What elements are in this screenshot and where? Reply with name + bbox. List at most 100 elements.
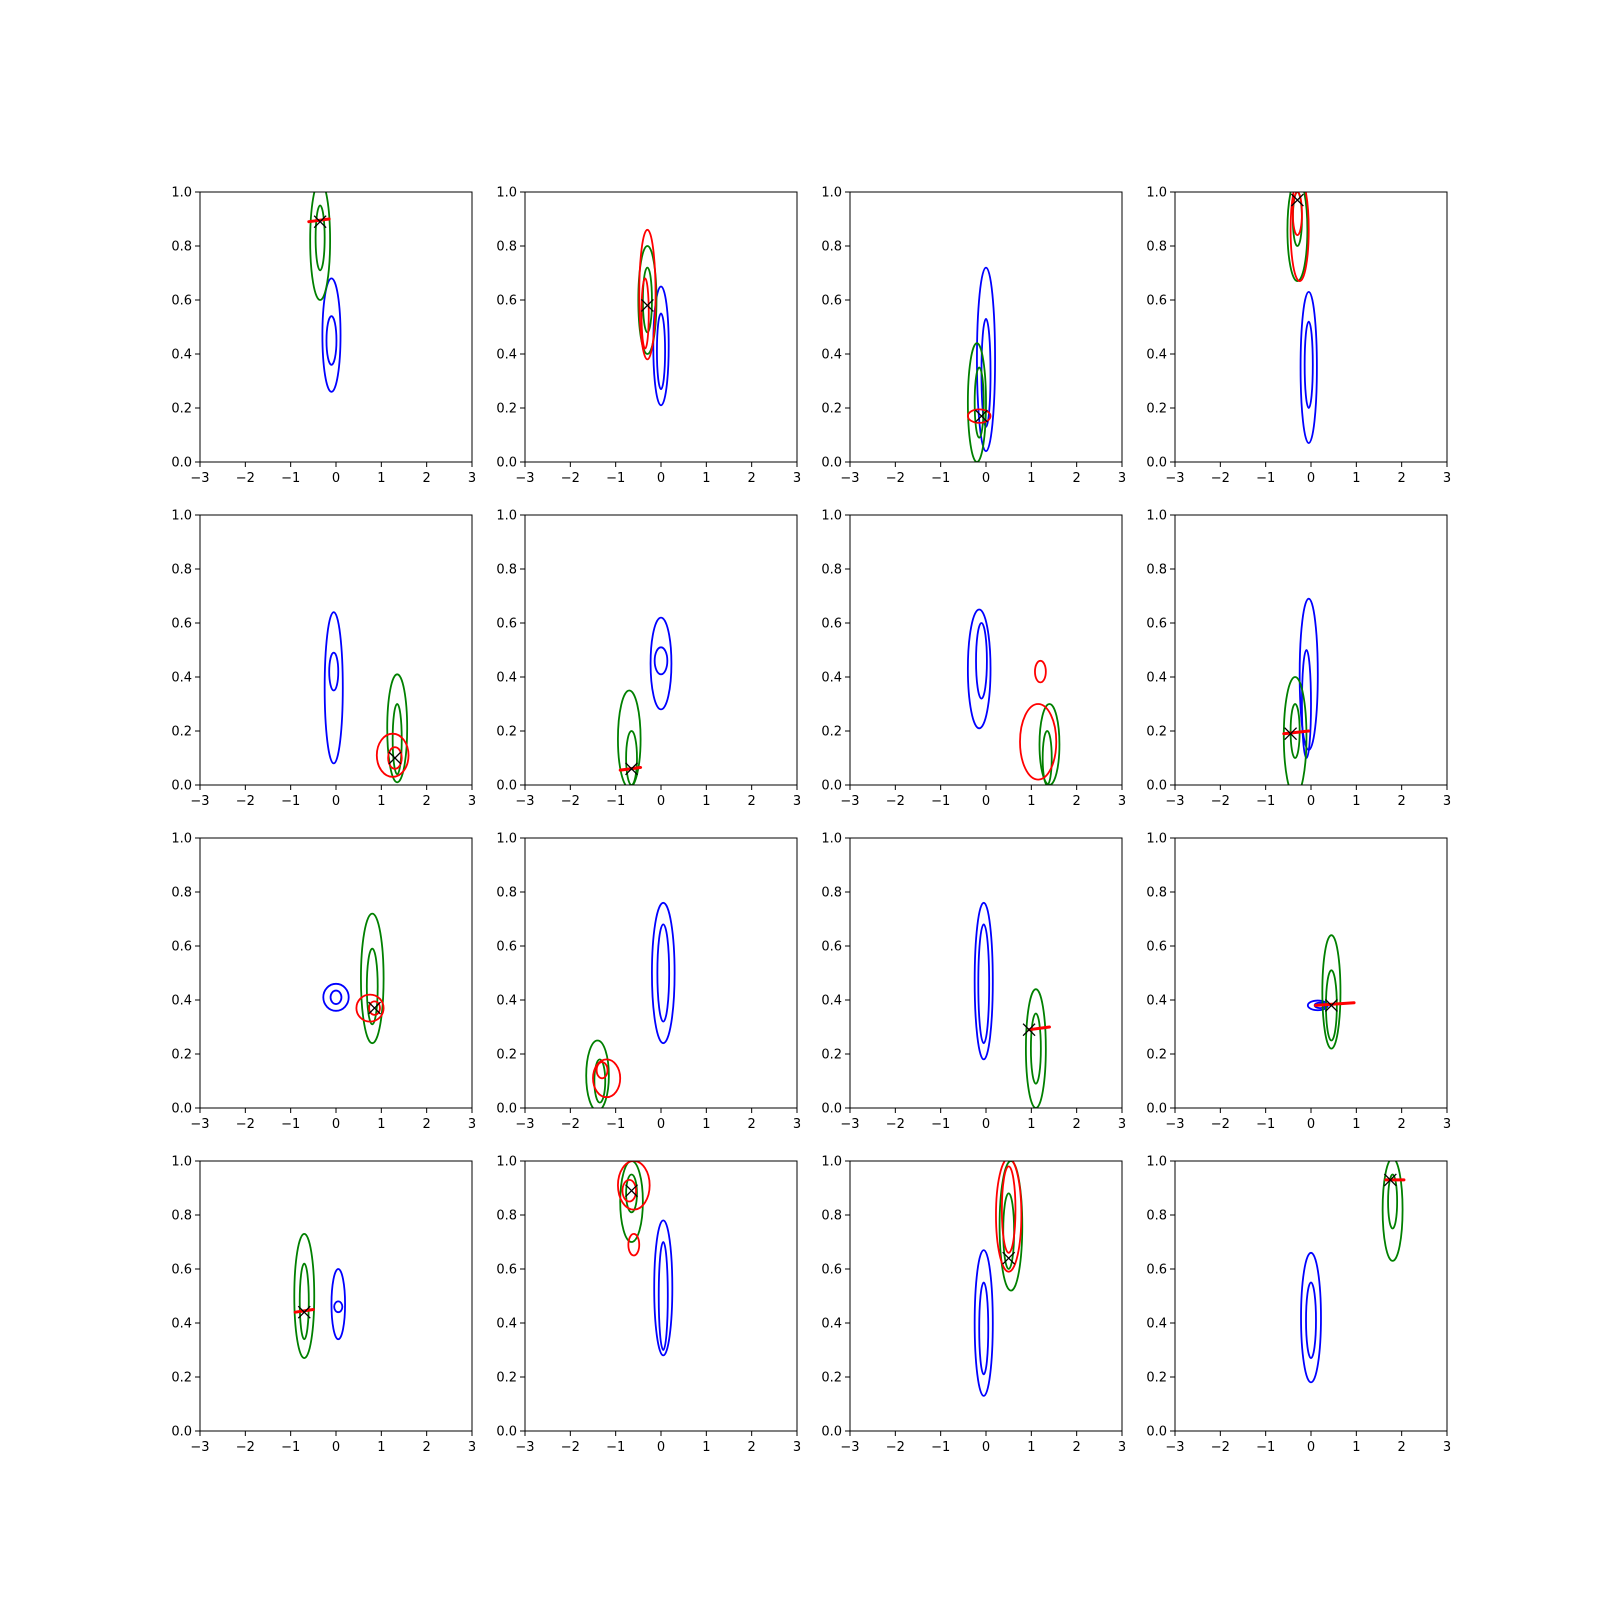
y-tick-label: 1.0 bbox=[496, 186, 517, 201]
subplot-7: −3 −2 −1 0 1 2 3 0.0 0.2 0.4 0.6 0.8 1.0 bbox=[821, 509, 1126, 810]
x-tick-label: 1 bbox=[377, 471, 385, 486]
x-tick-label: −1 bbox=[931, 1117, 950, 1132]
subplot-2: −3 −2 −1 0 1 2 3 0.0 0.2 0.4 0.6 0.8 1.0 bbox=[496, 186, 801, 487]
y-tick-label: 1.0 bbox=[171, 1155, 192, 1170]
x-tick-label: 1 bbox=[702, 1440, 710, 1455]
blue-contour bbox=[328, 651, 340, 692]
x-marker-stroke bbox=[1383, 1173, 1397, 1187]
y-tick-label: 0.2 bbox=[821, 1371, 842, 1386]
y-tick-label: 0.8 bbox=[171, 886, 192, 901]
x-tick-label: −1 bbox=[281, 1440, 300, 1455]
x-tick-label: −2 bbox=[1211, 1117, 1230, 1132]
x-marker bbox=[625, 762, 638, 776]
y-tick-label: 0.6 bbox=[496, 1263, 517, 1278]
blue-contour bbox=[978, 1281, 990, 1376]
x-tick-label: −1 bbox=[606, 1440, 625, 1455]
plot-area bbox=[973, 1161, 1024, 1397]
x-tick-label: 2 bbox=[748, 1117, 756, 1132]
x-tick-label: −2 bbox=[886, 1117, 905, 1132]
x-tick-label: −3 bbox=[190, 794, 209, 809]
y-tick-label: 1.0 bbox=[1146, 1155, 1167, 1170]
blue-contour bbox=[323, 611, 344, 765]
green-contour bbox=[625, 1173, 638, 1214]
green-contour bbox=[1381, 1161, 1404, 1262]
x-tick-label: 0 bbox=[332, 471, 340, 486]
subplot-13: −3 −2 −1 0 1 2 3 0.0 0.2 0.4 0.6 0.8 1.0 bbox=[171, 1155, 476, 1456]
blue-contour bbox=[333, 1300, 344, 1314]
x-tick-label: −1 bbox=[1256, 794, 1275, 809]
x-tick-label: −1 bbox=[281, 1117, 300, 1132]
plot-area bbox=[1306, 934, 1356, 1050]
x-tick-label: −1 bbox=[281, 794, 300, 809]
x-tick-label: 1 bbox=[702, 1117, 710, 1132]
red-contour bbox=[387, 746, 403, 770]
y-tick-label: 0.2 bbox=[821, 402, 842, 417]
x-tick-label: 2 bbox=[423, 1117, 431, 1132]
y-tick-label: 0.8 bbox=[1146, 563, 1167, 578]
x-tick-label: 0 bbox=[1307, 1440, 1315, 1455]
axes-frame bbox=[849, 837, 1123, 1109]
blue-contour bbox=[651, 901, 676, 1045]
x-tick-label: 2 bbox=[748, 1440, 756, 1455]
blue-contour bbox=[973, 901, 994, 1061]
x-tick-label: 0 bbox=[1307, 1117, 1315, 1132]
y-tick-label: 0.4 bbox=[171, 348, 192, 363]
x-tick-label: −3 bbox=[840, 1440, 859, 1455]
x-tick-label: 1 bbox=[1352, 1117, 1360, 1132]
x-tick-label: −3 bbox=[515, 794, 534, 809]
y-tick-label: 0.0 bbox=[496, 1102, 517, 1117]
y-tick-label: 0.2 bbox=[821, 1048, 842, 1063]
y-tick-label: 0.2 bbox=[496, 402, 517, 417]
x-tick-label: 2 bbox=[1398, 471, 1406, 486]
red-contour bbox=[1291, 192, 1303, 237]
y-tick-label: 1.0 bbox=[496, 1155, 517, 1170]
x-tick-label: −2 bbox=[1211, 471, 1230, 486]
x-tick-label: 2 bbox=[748, 794, 756, 809]
x-tick-label: 3 bbox=[468, 1440, 476, 1455]
x-tick-label: −3 bbox=[515, 1117, 534, 1132]
y-tick-label: 0.0 bbox=[821, 1102, 842, 1117]
x-tick-label: −3 bbox=[840, 471, 859, 486]
y-tick-label: 0.6 bbox=[496, 940, 517, 955]
x-marker bbox=[1022, 1023, 1036, 1037]
x-tick-label: 3 bbox=[468, 1117, 476, 1132]
blue-contour bbox=[649, 616, 673, 711]
y-tick-label: 0.0 bbox=[821, 779, 842, 794]
y-tick-label: 0.6 bbox=[1146, 617, 1167, 632]
axes-frame bbox=[524, 514, 798, 786]
y-tick-label: 1.0 bbox=[1146, 186, 1167, 201]
y-tick-label: 0.6 bbox=[821, 617, 842, 632]
x-tick-label: −3 bbox=[190, 1440, 209, 1455]
blue-contour bbox=[977, 923, 991, 1045]
red-contour bbox=[1034, 659, 1047, 684]
x-tick-label: 1 bbox=[1352, 794, 1360, 809]
x-marker bbox=[297, 1305, 311, 1319]
blue-contour bbox=[322, 982, 350, 1012]
x-tick-label: −2 bbox=[236, 1117, 255, 1132]
green-contour bbox=[966, 342, 987, 462]
y-tick-label: 0.8 bbox=[821, 1209, 842, 1224]
blue-contour bbox=[966, 608, 992, 730]
y-tick-label: 0.0 bbox=[821, 1425, 842, 1440]
y-tick-label: 1.0 bbox=[496, 832, 517, 847]
red-contour bbox=[375, 732, 410, 778]
green-contour bbox=[1038, 703, 1061, 785]
subplot-12: −3 −2 −1 0 1 2 3 0.0 0.2 0.4 0.6 0.8 1.0 bbox=[1146, 832, 1451, 1133]
y-tick-label: 0.2 bbox=[171, 725, 192, 740]
blue-contour bbox=[973, 1249, 994, 1397]
axes-frame bbox=[199, 514, 473, 786]
x-tick-label: 3 bbox=[1118, 794, 1126, 809]
green-contour bbox=[1282, 676, 1308, 785]
x-tick-label: 3 bbox=[468, 471, 476, 486]
x-tick-label: 0 bbox=[982, 1440, 990, 1455]
red-segment bbox=[618, 765, 643, 772]
y-tick-label: 0.4 bbox=[821, 671, 842, 686]
x-tick-label: 3 bbox=[1118, 471, 1126, 486]
x-tick-label: −3 bbox=[1165, 1117, 1184, 1132]
y-tick-label: 1.0 bbox=[171, 832, 192, 847]
subplot-3: −3 −2 −1 0 1 2 3 0.0 0.2 0.4 0.6 0.8 1.0 bbox=[821, 186, 1126, 487]
x-tick-label: 1 bbox=[1352, 471, 1360, 486]
green-contour bbox=[625, 730, 638, 785]
subplot-14: −3 −2 −1 0 1 2 3 0.0 0.2 0.4 0.6 0.8 1.0 bbox=[496, 1155, 801, 1456]
y-tick-label: 0.8 bbox=[496, 1209, 517, 1224]
